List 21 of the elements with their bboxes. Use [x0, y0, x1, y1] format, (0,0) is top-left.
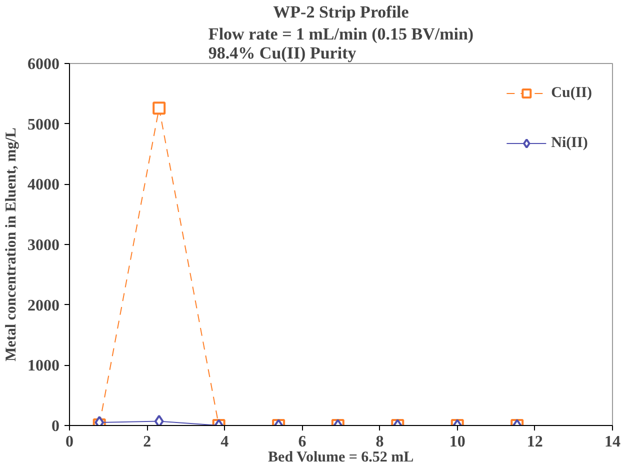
- x-tick-label: 6: [298, 434, 306, 450]
- x-tick-label: 0: [66, 434, 74, 450]
- y-axis-title: Metal concentration in Eluent, mg/L: [4, 128, 20, 362]
- x-tick-label: 14: [604, 434, 620, 450]
- chart-title: WP-2 Strip Profile: [273, 2, 410, 22]
- x-tick-label: 2: [143, 434, 152, 450]
- y-tick-label: 6000: [28, 56, 60, 73]
- y-tick-label: 1000: [28, 358, 60, 375]
- x-tick-label: 12: [526, 434, 543, 450]
- y-tick-label: 3000: [28, 237, 60, 254]
- x-axis-title: Bed Volume = 6.52 mL: [268, 450, 414, 466]
- x-tick-label: 4: [220, 434, 229, 450]
- chart-subtitle: Flow rate = 1 mL/min (0.15 BV/min) 98.4% Cu(II) Purity: [208, 24, 474, 62]
- y-tick-label: 5000: [28, 116, 60, 134]
- y-tick-label: 2000: [28, 297, 60, 314]
- x-tick-label: 8: [376, 434, 384, 450]
- x-tick-label: 10: [449, 434, 466, 450]
- y-tick-label: 4000: [28, 176, 60, 194]
- y-tick-label: 0: [52, 418, 60, 435]
- legend-label: Cu(II): [551, 84, 592, 102]
- legend-label: Ni(II): [551, 134, 588, 152]
